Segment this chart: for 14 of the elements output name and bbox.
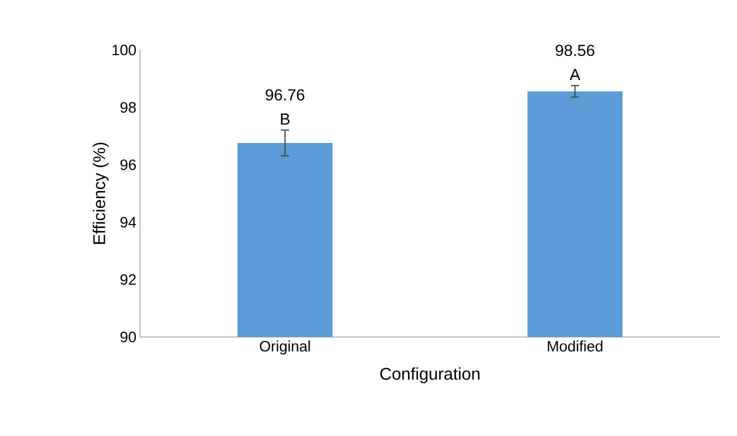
y-tick-label: 94 — [120, 216, 136, 228]
x-axis-title: Configuration — [380, 367, 480, 384]
y-tick-label: 92 — [120, 274, 136, 285]
annotation: A — [570, 69, 580, 80]
y-axis-title: Efficiency (%) — [92, 142, 109, 244]
y-tick-label: 90 — [120, 332, 136, 342]
y-tick-label: 96 — [120, 159, 136, 170]
x-tick-label: Modified — [548, 340, 602, 352]
annotation: B — [280, 114, 290, 125]
y-tick-label: 100 — [112, 44, 136, 56]
data-label: 96.76 — [266, 89, 304, 101]
x-tick-label: Original — [260, 340, 310, 354]
data-label: 98.56 — [556, 44, 594, 56]
y-tick-label: 98 — [120, 102, 136, 113]
